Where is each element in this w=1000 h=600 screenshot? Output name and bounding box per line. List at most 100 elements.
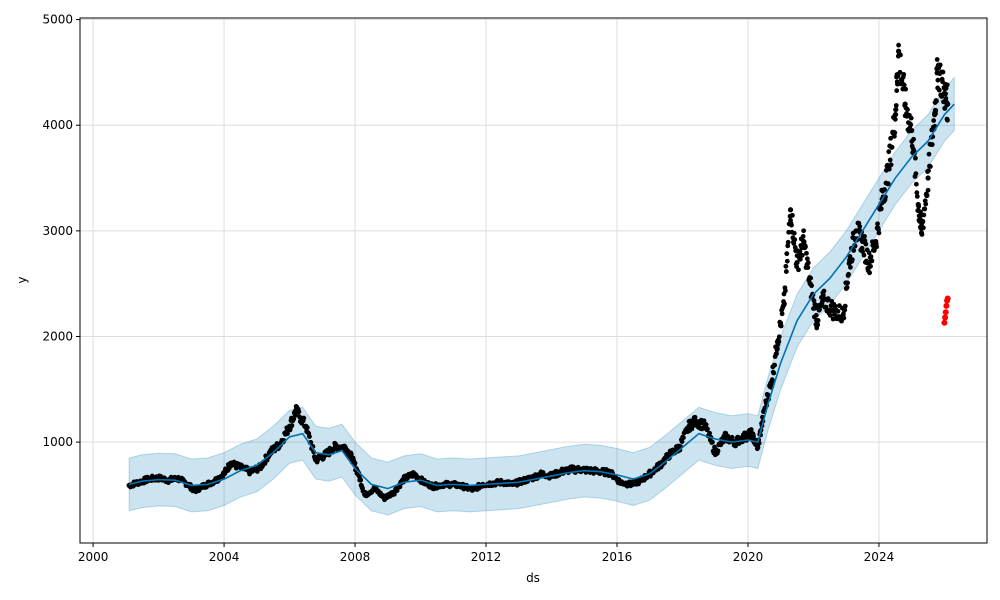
observed-point xyxy=(285,431,290,437)
x-tick-label: 2016 xyxy=(602,550,633,564)
observed-point xyxy=(686,423,692,429)
observed-point xyxy=(789,222,794,228)
observed-point xyxy=(891,133,897,139)
x-axis-ticks: 2000 2004 2008 2012 2016 2020 2024 xyxy=(78,543,894,564)
observed-point xyxy=(820,292,826,298)
observed-point xyxy=(918,209,923,215)
outlier-point xyxy=(943,302,950,309)
plot-background xyxy=(80,18,987,543)
observed-point xyxy=(931,118,937,123)
observed-point xyxy=(922,206,928,212)
observed-point xyxy=(381,495,388,501)
plot-frame xyxy=(79,17,988,544)
observed-point xyxy=(790,212,795,218)
observed-point xyxy=(926,168,931,174)
observed-point xyxy=(782,288,788,294)
observed-point xyxy=(769,377,775,383)
observed-point xyxy=(830,316,836,322)
y-tick-label: 2000 xyxy=(42,329,73,343)
observed-point xyxy=(755,444,761,451)
observed-point xyxy=(815,322,821,328)
y-tick-label: 5000 xyxy=(42,13,73,27)
observed-point xyxy=(805,265,811,270)
observed-point xyxy=(772,362,778,368)
observed-point xyxy=(893,107,899,112)
observed-point xyxy=(192,488,198,494)
observed-point xyxy=(813,312,819,318)
observed-point xyxy=(787,207,794,213)
observed-point xyxy=(666,452,672,458)
observed-point xyxy=(845,280,851,286)
observed-point xyxy=(748,427,754,432)
observed-point xyxy=(868,254,874,259)
observed-point xyxy=(901,82,907,88)
observed-point xyxy=(237,464,244,471)
observed-point xyxy=(771,370,777,376)
observed-point xyxy=(915,201,921,208)
observed-point xyxy=(811,298,817,303)
observed-point xyxy=(945,101,951,107)
observed-point xyxy=(307,434,312,440)
observed-point xyxy=(710,439,715,445)
observed-point xyxy=(681,435,686,441)
observed-point xyxy=(804,256,810,262)
x-tick-label: 2000 xyxy=(78,550,109,564)
observed-point xyxy=(712,450,718,456)
observed-point xyxy=(909,127,915,134)
observed-point xyxy=(873,238,879,245)
observed-point xyxy=(313,457,319,463)
observed-point xyxy=(861,252,867,258)
observed-point xyxy=(926,151,932,157)
forecast-line xyxy=(128,103,955,490)
observed-point xyxy=(401,476,407,482)
observed-point xyxy=(878,206,884,212)
observed-point xyxy=(859,238,866,245)
observed-point xyxy=(840,312,846,318)
observed-point xyxy=(944,82,950,88)
observed-point xyxy=(940,69,946,75)
observed-point xyxy=(895,48,902,54)
observed-point xyxy=(842,303,848,309)
observed-point xyxy=(925,187,931,193)
observed-point xyxy=(729,434,735,440)
observed-point xyxy=(902,101,908,107)
observed-point xyxy=(851,248,857,253)
observed-point xyxy=(801,238,807,245)
observed-point xyxy=(860,249,865,254)
observed-point xyxy=(792,237,798,243)
observed-point xyxy=(827,313,833,318)
observed-point xyxy=(783,263,789,269)
observed-point xyxy=(617,479,623,485)
observed-point xyxy=(934,98,939,104)
observed-point xyxy=(807,281,813,287)
observed-point xyxy=(679,439,685,444)
observed-point xyxy=(817,306,822,312)
observed-point xyxy=(897,69,903,75)
x-tick-label: 2012 xyxy=(471,550,502,564)
observed-point xyxy=(257,464,263,471)
x-tick-label: 2020 xyxy=(733,550,764,564)
observed-point xyxy=(848,264,853,270)
observed-point xyxy=(885,181,891,187)
observed-point xyxy=(911,136,916,142)
observed-point xyxy=(830,307,836,313)
observed-point xyxy=(868,263,873,269)
observed-point xyxy=(783,269,789,274)
observed-point xyxy=(892,116,898,122)
observed-point xyxy=(303,423,309,429)
observed-point xyxy=(857,224,863,229)
observed-point xyxy=(924,193,930,198)
observed-point xyxy=(892,112,898,118)
outlier-point xyxy=(942,309,949,316)
observed-point xyxy=(701,418,707,424)
observed-point xyxy=(775,346,780,352)
observed-point xyxy=(774,339,781,345)
observed-point xyxy=(889,144,895,150)
observed-point xyxy=(805,260,811,266)
observed-point xyxy=(908,122,914,128)
observed-point xyxy=(342,444,348,451)
observed-point xyxy=(862,233,867,239)
observed-point xyxy=(801,228,807,234)
observed-point xyxy=(913,171,919,177)
observed-point xyxy=(903,86,909,92)
